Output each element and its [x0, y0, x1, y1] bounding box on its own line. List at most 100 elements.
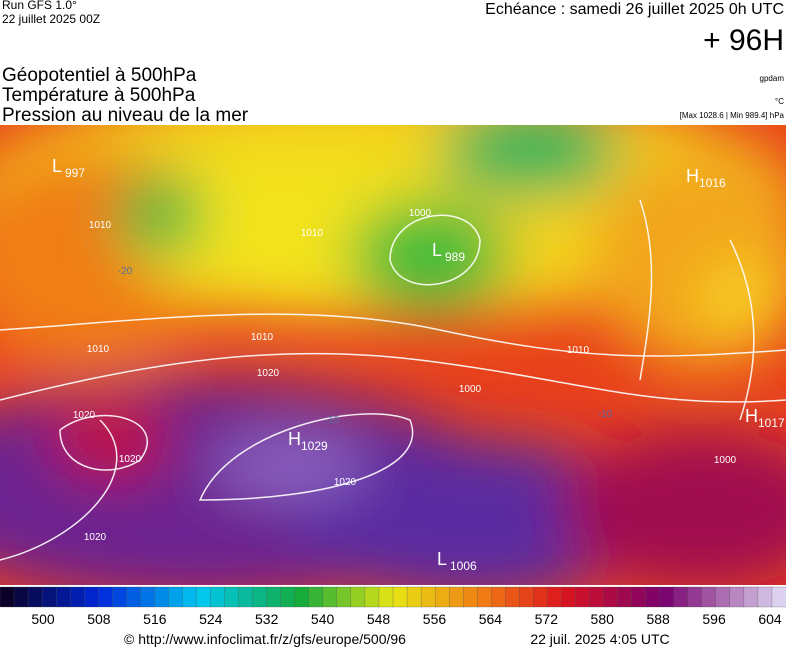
colorbar-swatch [0, 586, 15, 608]
colorbar-swatch [687, 586, 703, 608]
colorbar-label: 564 [479, 611, 503, 627]
footer-url: © http://www.infoclimat.fr/z/gfs/europe/… [124, 631, 406, 647]
isobar-label: 1020 [257, 368, 280, 379]
colorbar-swatch [533, 586, 549, 608]
run: Run GFS 1.0° [2, 0, 77, 12]
colorbar-swatch [238, 586, 254, 608]
isobar-label: 1000 [459, 384, 482, 395]
title-1: Géopotentiel à 500hPa [2, 65, 197, 86]
colorbar-swatch [140, 586, 156, 608]
colorbar: 500 508 516 524 532 540 548 556 564 572 580 588 596 6… [0, 586, 786, 627]
center-letter: L [437, 549, 447, 569]
unit-gpdam: gpdam [760, 74, 785, 83]
isobar-label: 1010 [567, 345, 590, 356]
colorbar-swatch [27, 586, 43, 608]
isobar-label: 1000 [409, 208, 432, 219]
colorbar-swatch [70, 586, 85, 608]
colorbar-swatch [55, 586, 71, 608]
center-pressure: 1029 [301, 439, 328, 453]
colorbar-swatch [98, 586, 113, 608]
colorbar-swatch [547, 586, 563, 608]
center-letter: H [288, 429, 301, 449]
colorbar-label: 572 [535, 611, 559, 627]
isobar-label: 1010 [87, 344, 110, 355]
colorbar-swatch [448, 586, 464, 608]
colorbar-swatch [673, 586, 689, 608]
colorbar-swatch [168, 586, 184, 608]
isobar-label: 1010 [251, 332, 274, 343]
center-pressure: 997 [65, 166, 85, 180]
colorbar-swatch [280, 586, 296, 608]
colorbar-swatch [350, 586, 366, 608]
colorbar-swatch [336, 586, 352, 608]
colorbar-swatch [715, 586, 731, 608]
footer-time: 22 juil. 2025 4:05 UTC [530, 631, 669, 647]
isobar-label: 1020 [334, 477, 357, 488]
colorbar-swatch [378, 586, 394, 608]
echeance: Echéance : samedi 26 juillet 2025 0h UTC [485, 1, 784, 18]
colorbar-swatch [434, 586, 450, 608]
colorbar-swatch [13, 586, 29, 608]
colorbar-label: 588 [646, 611, 670, 627]
isobar-label: 1020 [84, 532, 107, 543]
colorbar-swatch [308, 586, 324, 608]
colorbar-swatch [224, 586, 240, 608]
colorbar-label: 604 [758, 611, 782, 627]
colorbar-swatch [322, 586, 338, 608]
title-3: Pression au niveau de la mer [2, 105, 249, 126]
colorbar-label: 556 [423, 611, 447, 627]
colorbar-swatch [406, 586, 422, 608]
colorbar-label: 540 [311, 611, 335, 627]
isobar-label: 1020 [119, 454, 142, 465]
colorbar-swatch [561, 586, 577, 608]
colorbar-swatch [112, 586, 127, 608]
colorbar-swatch [645, 586, 661, 608]
colorbar-swatch [743, 586, 759, 608]
colorbar-label: 596 [702, 611, 726, 627]
colorbar-swatch [266, 586, 282, 608]
colorbar-label: 500 [31, 611, 55, 627]
colorbar-label: 580 [591, 611, 615, 627]
map [0, 125, 786, 585]
colorbar-label: 532 [255, 611, 279, 627]
colorbar-swatch [701, 586, 717, 608]
colorbar-swatch [463, 586, 478, 608]
isobar-label: 1010 [301, 228, 324, 239]
colorbar-swatch [477, 586, 492, 608]
center-letter: L [52, 156, 62, 176]
unit-temp: °C [775, 97, 784, 106]
colorbar-swatch [771, 586, 786, 608]
center-pressure: 1006 [450, 559, 477, 573]
colorbar-swatch [589, 586, 605, 608]
colorbar-swatch [575, 586, 591, 608]
colorbar-swatch [519, 586, 535, 608]
colorbar-swatch [617, 586, 633, 608]
colorbar-swatch [154, 586, 170, 608]
colorbar-swatch [196, 586, 212, 608]
colorbar-swatch [294, 586, 310, 608]
center-pressure: 989 [445, 250, 465, 264]
colorbar-swatch [757, 586, 773, 608]
temperature-label: -20 [118, 266, 133, 277]
temperature-label: -10 [598, 409, 613, 420]
center-letter: L [432, 240, 442, 260]
center-pressure: 1016 [699, 176, 726, 190]
colorbar-swatch [659, 586, 675, 608]
temperature-label: -10 [325, 415, 340, 426]
isobar-label: 1000 [714, 455, 737, 466]
center-pressure: 1017 [758, 416, 785, 430]
center-letter: H [686, 166, 699, 186]
colorbar-swatch [491, 586, 506, 608]
center-letter: H [745, 406, 758, 426]
colorbar-label: 508 [87, 611, 111, 627]
pressure-range: [Max 1028.6 | Min 989.4] hPa [680, 111, 785, 120]
colorbar-swatch [182, 586, 198, 608]
isobar-label: 1010 [89, 220, 112, 231]
colorbar-label: 524 [199, 611, 223, 627]
lead-time: + 96H [703, 24, 784, 57]
colorbar-swatch [603, 586, 619, 608]
colorbar-swatch [392, 586, 408, 608]
colorbar-swatch [84, 586, 99, 608]
colorbar-swatch [210, 586, 226, 608]
